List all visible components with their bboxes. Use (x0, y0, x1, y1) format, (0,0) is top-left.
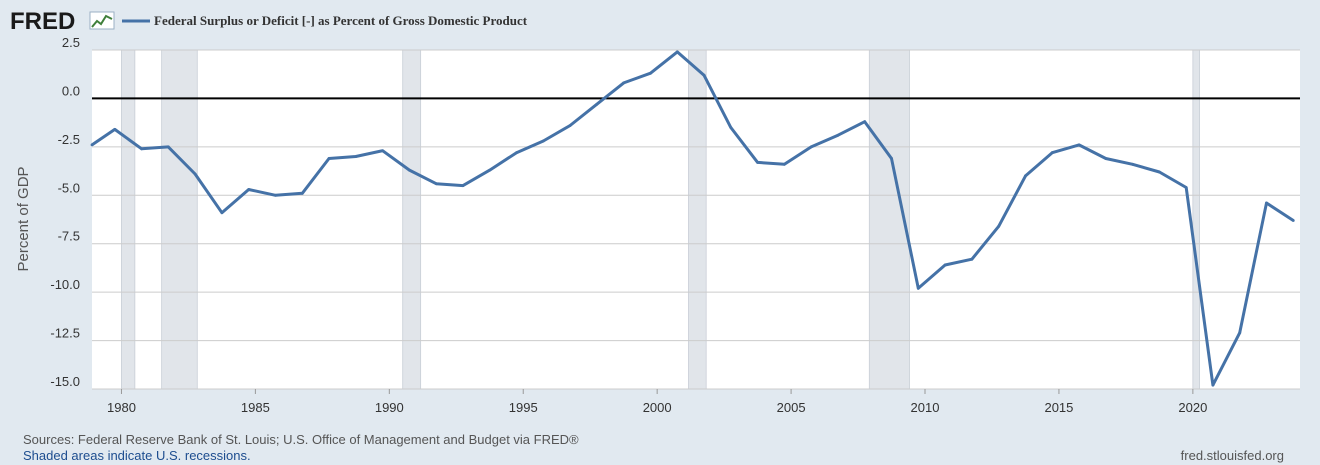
data-point (515, 151, 518, 155)
data-point (782, 162, 786, 166)
data-point (166, 145, 170, 149)
data-point (997, 224, 1001, 228)
data-point (1131, 162, 1134, 166)
data-point (809, 145, 813, 149)
legend[interactable]: Federal Surplus or Deficit [-] as Percen… (122, 13, 528, 28)
recession-note: Shaded areas indicate U.S. recessions. (23, 448, 251, 463)
y-tick-label: 0.0 (62, 83, 80, 98)
data-point (193, 172, 197, 176)
data-point (113, 128, 117, 131)
fred-chart-icon (89, 11, 115, 30)
y-tick-label: -2.5 (58, 132, 80, 147)
x-tick-label: 2010 (911, 400, 940, 415)
x-tick-label: 1980 (107, 400, 136, 415)
data-point (595, 102, 599, 106)
data-point (1157, 170, 1161, 174)
data-point (461, 184, 465, 188)
y-axis-title: Percent of GDP (15, 166, 32, 271)
legend-label: Federal Surplus or Deficit [-] as Percen… (154, 13, 528, 28)
series-points (90, 50, 1295, 387)
data-point (300, 191, 304, 195)
data-point (756, 160, 760, 164)
y-tick-label: -15.0 (50, 374, 80, 389)
data-point (354, 155, 358, 158)
fred-logo[interactable]: FRED (10, 8, 115, 35)
data-point (434, 182, 438, 186)
recession-band (1192, 49, 1200, 390)
data-point (274, 193, 277, 197)
y-tick-label: -5.0 (58, 180, 80, 195)
data-point (327, 157, 331, 160)
grid-lines (92, 49, 1300, 390)
data-point (1024, 174, 1027, 178)
y-tick-label: -7.5 (58, 229, 80, 244)
data-point (140, 147, 143, 151)
x-tick-label: 1990 (375, 400, 404, 415)
data-point (702, 73, 706, 77)
series-line[interactable] (91, 50, 1295, 387)
fred-logo-text: FRED (10, 8, 75, 35)
data-point (568, 124, 572, 127)
data-point (729, 126, 733, 129)
data-point (488, 168, 492, 172)
recession-band (402, 49, 422, 390)
y-tick-label: -10.0 (50, 277, 80, 292)
x-tick-label: 2000 (643, 400, 672, 415)
data-point (675, 50, 679, 54)
data-point (1104, 157, 1108, 160)
data-point (1265, 201, 1268, 205)
y-tick-label: 2.5 (62, 35, 80, 50)
data-point (1077, 143, 1081, 147)
data-point (836, 133, 840, 137)
y-tick-label: -12.5 (50, 326, 80, 341)
x-tick-label: 1995 (509, 400, 538, 415)
data-point (1184, 186, 1188, 189)
data-point (1238, 331, 1242, 335)
chart: FRED Federal Surplus or Deficit [-] as P… (10, 8, 1300, 415)
data-point (408, 168, 411, 172)
site-url[interactable]: fred.stlouisfed.org (1180, 448, 1284, 463)
recession-band (121, 49, 136, 390)
data-point (863, 120, 867, 124)
x-axis-ticks: 1980 1985 1990 1995 2000 2005 2010 2015 2020 (107, 389, 1207, 415)
data-point (1050, 151, 1054, 155)
recession-band (688, 49, 707, 390)
data-point (943, 263, 947, 267)
x-tick-label: 2005 (777, 400, 806, 415)
data-point (890, 157, 893, 160)
data-point (649, 71, 652, 75)
x-tick-label: 2015 (1044, 400, 1073, 415)
x-tick-label: 2020 (1178, 400, 1207, 415)
data-point (381, 149, 385, 153)
data-point (622, 81, 626, 85)
data-point (220, 211, 224, 215)
data-point (916, 286, 920, 290)
data-point (1291, 219, 1295, 222)
data-point (90, 143, 94, 147)
source-text: Sources: Federal Reserve Bank of St. Lou… (23, 432, 579, 447)
data-point (247, 188, 251, 191)
data-point (541, 139, 545, 143)
x-tick-label: 1985 (241, 400, 270, 415)
data-point (1211, 383, 1215, 387)
data-point (970, 257, 974, 261)
recession-band (161, 49, 198, 390)
y-axis-ticks: 2.5 0.0 -2.5 -5.0 -7.5 -10.0 -12.5 -15.0 (50, 35, 80, 389)
